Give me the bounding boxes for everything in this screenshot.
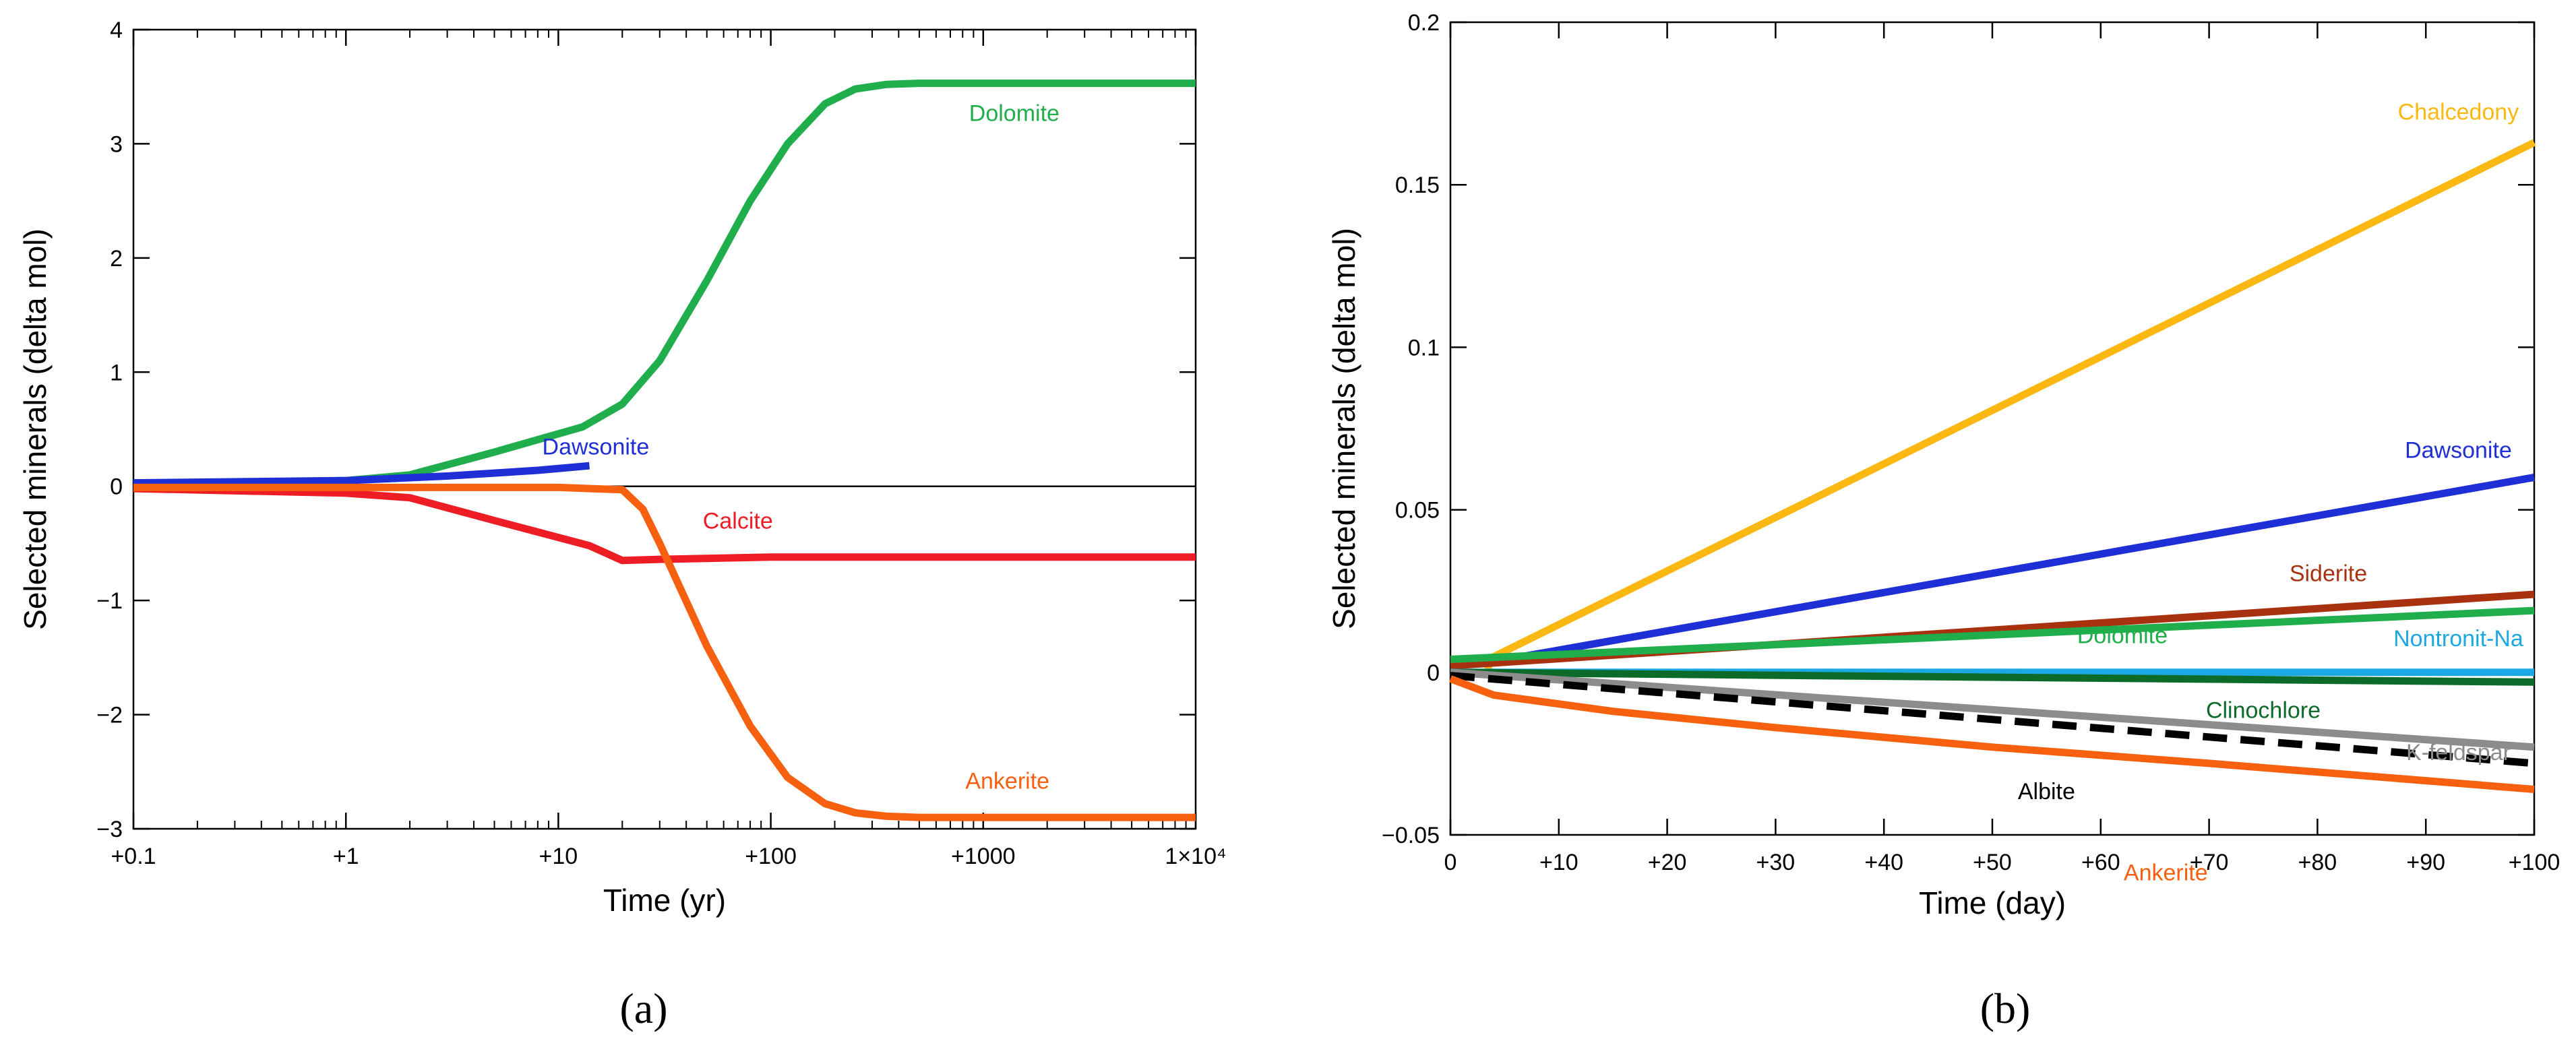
y-tick-label: 0	[110, 474, 123, 500]
y-tick-label: −2	[96, 703, 123, 728]
series-label-nontronit-na: Nontronit-Na	[2393, 626, 2523, 652]
x-tick-label: +50	[1973, 850, 2012, 875]
chart-panel-a: +0.1 +1 +10 +100 +1000 1×10⁴ −3 −2 −1 0 1 2 3 4 Dolomi…	[18, 18, 1227, 1032]
series-label-calcite: Calcite	[703, 508, 773, 534]
panel-caption: (b)	[1980, 984, 2031, 1032]
y-tick-label: 1	[110, 360, 123, 385]
series-label-dolomite: Dolomite	[969, 101, 1060, 127]
x-tick-label: +100	[2509, 850, 2560, 875]
series-label-albite: Albite	[2018, 779, 2075, 805]
y-tick-label: 0.2	[1408, 10, 1440, 36]
x-tick-label: +10	[539, 844, 578, 869]
y-tick-label: 0.05	[1395, 498, 1440, 524]
y-tick-label: −0.05	[1382, 823, 1440, 848]
x-tick-label: +0.1	[111, 844, 156, 869]
series-label-dawsonite: Dawsonite	[2405, 437, 2512, 463]
y-axis-title: Selected minerals (delta mol)	[18, 228, 53, 630]
series-label-dawsonite: Dawsonite	[543, 434, 650, 460]
series-line-ankerite	[133, 483, 1196, 821]
series-line-ankerite	[1449, 675, 2535, 793]
series-label-chalcedony: Chalcedony	[2398, 100, 2519, 125]
series-line-dolomite	[133, 80, 1196, 488]
series-label-k-feldspar: K-feldspar	[2406, 740, 2511, 765]
y-tick-label: −3	[96, 817, 123, 842]
x-axis-title: Time (yr)	[603, 883, 726, 918]
x-tick-label: +60	[2081, 850, 2120, 875]
y-tick-label: 0.1	[1408, 335, 1440, 360]
series-line-dawsonite	[1488, 473, 2535, 666]
plot-frame	[132, 28, 1197, 830]
series-line-k-feldspar	[1450, 668, 2535, 751]
x-tick-label: +1	[333, 844, 359, 869]
series-label-dolomite: Dolomite	[2077, 623, 2168, 648]
x-tick-label: +1000	[951, 844, 1016, 869]
x-tick-label: +10	[1539, 850, 1578, 875]
series-line-calcite	[133, 484, 1196, 565]
x-tick-label: +30	[1756, 850, 1796, 875]
x-axis-title: Time (day)	[1919, 885, 2066, 920]
x-tick-label: 0	[1444, 850, 1457, 875]
y-tick-label: 3	[110, 131, 123, 157]
x-tick-label: +80	[2298, 850, 2337, 875]
x-tick-label: +40	[1864, 850, 1903, 875]
series-line-dolomite	[1450, 606, 2535, 663]
y-tick-label: 4	[110, 18, 123, 43]
x-tick-label: +70	[2190, 850, 2229, 875]
y-tick-label: −1	[96, 588, 123, 614]
series-label-ankerite: Ankerite	[2124, 860, 2208, 886]
x-tick-label: +90	[2406, 850, 2445, 875]
series-line-dawsonite	[133, 462, 590, 487]
series-line-albite	[1450, 672, 2535, 767]
series-line-chalcedony	[1484, 139, 2536, 672]
x-tick-label: +100	[745, 844, 797, 869]
y-axis-title: Selected minerals (delta mol)	[1326, 228, 1361, 629]
series-label-clinochlore: Clinochlore	[2206, 697, 2321, 723]
y-tick-label: 0.15	[1395, 172, 1440, 198]
y-tick-label: 2	[110, 246, 123, 272]
x-tick-label: 1×10⁴	[1165, 844, 1226, 869]
series-label-ankerite: Ankerite	[965, 769, 1049, 794]
panel-caption: (a)	[619, 984, 667, 1032]
x-tick-label: +20	[1648, 850, 1687, 875]
series-label-siderite: Siderite	[2290, 561, 2367, 587]
chart-panel-b: 0 +10 +20 +30 +40 +50 +60 +70 +80 +90 +100−0.0500.…	[1326, 10, 2560, 1032]
series-line-clinochlore	[1450, 668, 2535, 686]
y-tick-label: 0	[1427, 660, 1440, 686]
